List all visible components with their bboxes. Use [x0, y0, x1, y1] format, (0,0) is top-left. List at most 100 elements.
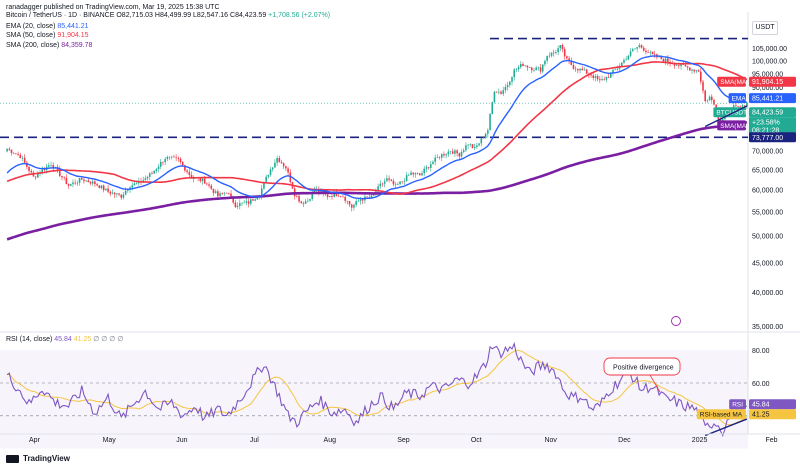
candle	[282, 163, 285, 167]
candle	[741, 105, 744, 107]
candle	[298, 196, 300, 202]
candle	[12, 152, 15, 154]
candle	[122, 194, 125, 198]
candle	[509, 81, 511, 85]
indicator-legend: EMA (20, close) 85,441.21 SMA (50, close…	[6, 22, 92, 50]
candle	[513, 69, 516, 78]
candle	[405, 175, 408, 182]
price-tag-value: 91,904.15	[752, 79, 783, 86]
candle	[287, 168, 289, 173]
price-tick-label: 55,000.00	[752, 210, 783, 217]
candle	[331, 196, 333, 197]
candle	[388, 178, 390, 180]
candle	[519, 63, 522, 68]
candle	[10, 149, 13, 153]
candle	[419, 173, 421, 176]
candle	[87, 180, 90, 183]
candle	[307, 200, 309, 202]
candle	[113, 192, 116, 195]
candle	[21, 157, 24, 159]
candle	[693, 69, 696, 72]
candle	[186, 170, 188, 173]
candle	[265, 176, 267, 182]
candle	[230, 193, 232, 197]
candle	[561, 45, 564, 50]
ohlc-values: O82,715.03 H84,499.99 L82,547.16 C84,423…	[116, 12, 267, 19]
candle	[256, 197, 259, 200]
sma50-legend[interactable]: SMA (50, close) 91,904.15	[6, 32, 89, 40]
candle	[522, 63, 524, 66]
candle	[585, 69, 588, 74]
price-tag-name: SMA(MA	[720, 79, 747, 86]
candle	[625, 59, 627, 61]
candle	[427, 167, 430, 168]
tradingview-footer[interactable]: TradingView	[6, 454, 70, 463]
price-tick-label: 90,000.00	[752, 85, 783, 92]
candle	[359, 199, 362, 201]
ema20-legend[interactable]: EMA (20, close) 85,441.21	[6, 23, 89, 30]
sma200-legend[interactable]: SMA (200, close) 84,359.78	[6, 41, 93, 49]
candle	[41, 169, 44, 174]
candle	[63, 177, 65, 178]
candle	[355, 201, 357, 205]
candle	[609, 73, 612, 78]
annotation-text: Positive divergence	[613, 365, 674, 372]
price-tick-label: 40,000.00	[752, 290, 783, 297]
candle	[181, 161, 184, 166]
candle	[746, 103, 748, 107]
candle	[386, 178, 388, 182]
candle	[502, 90, 505, 94]
candle	[425, 167, 428, 169]
candle	[109, 191, 112, 194]
time-axis-label: Jun	[176, 437, 187, 444]
candle	[579, 68, 581, 71]
price-tick-label: 100,000.00	[752, 58, 787, 65]
candle	[570, 61, 573, 65]
candle	[434, 157, 436, 162]
candle	[403, 181, 406, 182]
price-divergence-line	[704, 105, 748, 128]
candle	[249, 199, 252, 204]
candle	[555, 52, 557, 53]
candle	[212, 188, 215, 193]
rsi-ma-line	[6, 349, 748, 426]
annotation-box	[603, 357, 681, 376]
candle	[304, 201, 307, 204]
candle	[594, 76, 597, 78]
candle	[311, 191, 314, 199]
symbol-name[interactable]: Bitcoin / TetherUS · 1D · BINANCE	[6, 12, 115, 19]
candle	[208, 184, 210, 186]
candle	[708, 96, 711, 101]
candle	[19, 154, 22, 159]
candle	[675, 65, 678, 66]
candle	[397, 183, 399, 185]
candle	[552, 52, 555, 54]
candle	[221, 193, 224, 194]
candle	[381, 183, 384, 185]
candle	[546, 56, 548, 61]
candle	[30, 170, 33, 173]
candle	[704, 90, 706, 102]
candle	[458, 153, 461, 157]
last-price-extra-box	[749, 117, 796, 136]
candle	[17, 153, 19, 155]
candle	[454, 150, 456, 154]
price-change: +1,708.56 (+2.07%)	[268, 12, 331, 19]
candle	[530, 67, 533, 71]
price-tick-label: 105,000.00	[752, 46, 787, 53]
candle	[662, 58, 665, 62]
candle	[177, 157, 180, 159]
candle	[429, 164, 432, 168]
candle	[94, 181, 96, 185]
candle	[664, 58, 667, 62]
candle	[159, 161, 162, 167]
candle	[118, 193, 120, 195]
candle	[399, 181, 401, 184]
candle	[614, 69, 616, 71]
rsi-legend[interactable]: RSI (14, close) 45.84 41.25 ∅ ∅ ∅ ∅	[6, 336, 124, 343]
price-tag-value: 85,441.21	[752, 96, 783, 103]
sma50-line	[6, 61, 748, 195]
currency-selector[interactable]: USDT	[752, 21, 778, 35]
candle	[74, 182, 76, 184]
